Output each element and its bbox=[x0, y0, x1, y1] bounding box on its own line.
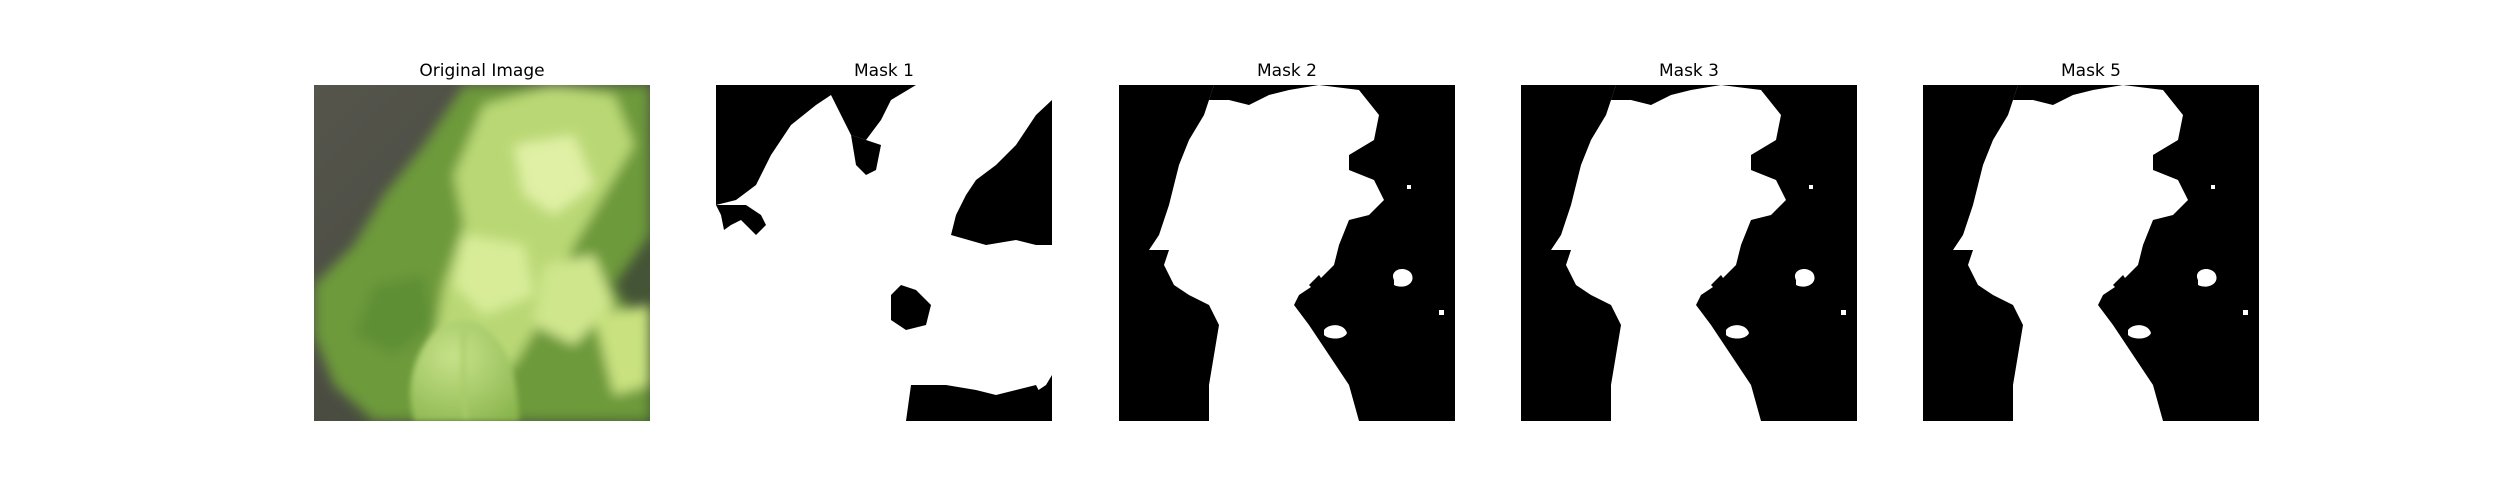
mask-1-image bbox=[716, 85, 1052, 421]
mask-2-image bbox=[1119, 85, 1455, 421]
mask-5-image bbox=[1923, 85, 2259, 421]
original-photo bbox=[314, 85, 650, 421]
panel-title: Mask 3 bbox=[1658, 61, 1719, 81]
panel-title: Mask 5 bbox=[2060, 61, 2121, 81]
panel-title: Mask 1 bbox=[853, 61, 914, 81]
panel-title: Mask 2 bbox=[1256, 61, 1317, 81]
mask-3-image bbox=[1521, 85, 1857, 421]
panel-title: Original Image bbox=[419, 61, 545, 81]
